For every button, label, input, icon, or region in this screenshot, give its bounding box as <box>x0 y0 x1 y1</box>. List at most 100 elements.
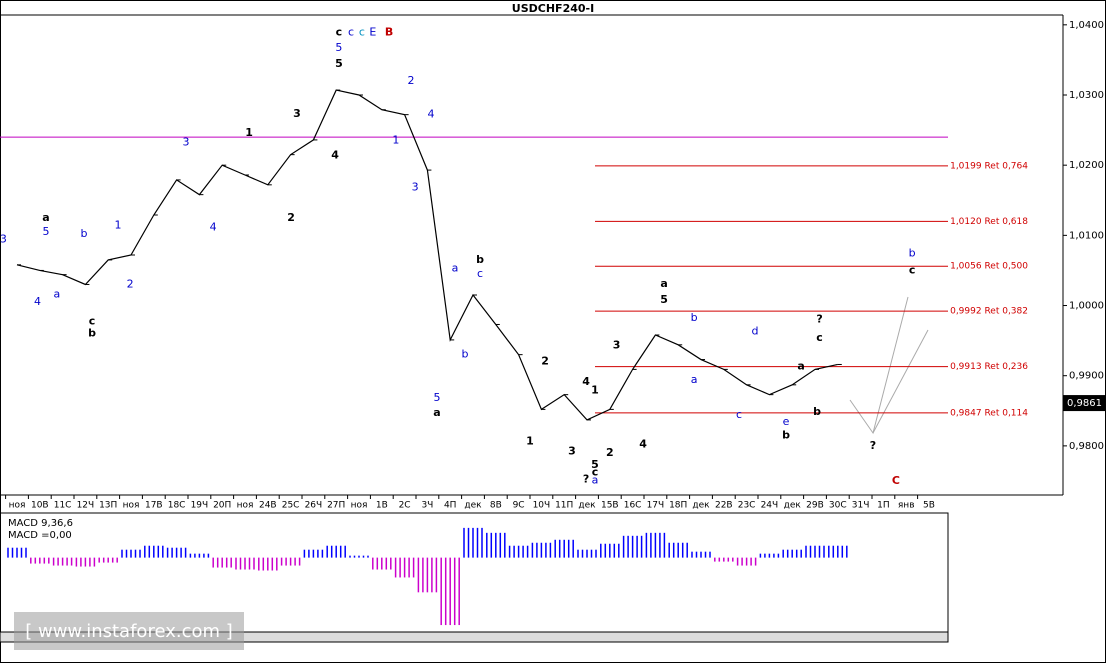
x-tick-label: 5В <box>923 501 935 511</box>
wave-label: c <box>909 263 916 276</box>
x-tick-label: 25С <box>282 501 300 511</box>
wave-label: a <box>452 261 459 274</box>
wave-label: b <box>782 428 790 441</box>
wave-label: a <box>691 373 698 386</box>
x-tick-label: 22В <box>715 501 733 511</box>
fib-label: 1,0056 Ret 0,500 <box>950 262 1028 272</box>
wave-label: c <box>359 26 365 39</box>
wave-label: 3 <box>182 136 189 149</box>
wave-label: E <box>369 26 376 39</box>
wave-label: 4 <box>582 375 590 388</box>
fib-label: 0,9913 Ret 0,236 <box>950 362 1028 372</box>
wave-label: 4 <box>331 148 339 161</box>
macd-label: MACD 9,36,6 <box>8 518 73 529</box>
wave-label: 5 <box>335 57 343 70</box>
x-tick-label: 1П <box>877 501 890 511</box>
wave-label: c <box>336 26 343 39</box>
chart-title: USDCHF240-I <box>512 2 594 15</box>
wave-label: b <box>691 311 698 324</box>
x-tick-label: 1В <box>376 501 388 511</box>
wave-label: 3 <box>0 233 7 246</box>
wave-label: 4 <box>639 437 647 450</box>
wave-label: 1 <box>245 126 253 139</box>
x-tick-label: 29В <box>806 501 824 511</box>
x-tick-label: 3Ч <box>421 501 433 511</box>
y-tick-label: 1,0300 <box>1069 90 1104 101</box>
x-tick-label: дек <box>464 501 482 511</box>
wave-label: a <box>42 211 49 224</box>
x-tick-label: дек <box>692 501 710 511</box>
x-tick-label: дек <box>784 501 802 511</box>
x-tick-label: 4П <box>444 501 457 511</box>
x-tick-label: 10Ч <box>533 501 551 511</box>
wave-label: 3 <box>613 339 621 352</box>
x-tick-label: 17В <box>145 501 163 511</box>
wave-label: 1 <box>392 134 399 147</box>
wave-label: c <box>816 331 823 344</box>
wave-label: 5 <box>433 391 440 404</box>
wave-label: e <box>783 415 790 428</box>
wave-label: 4 <box>210 221 217 234</box>
x-tick-label: 15В <box>601 501 619 511</box>
wave-label: ? <box>583 473 589 486</box>
wave-label: 2 <box>407 74 414 87</box>
x-tick-label: 24Ч <box>761 501 779 511</box>
wave-label: b <box>462 348 469 361</box>
wave-label: d <box>752 324 759 337</box>
wave-label: 1 <box>115 219 122 232</box>
wave-label: b <box>909 247 916 260</box>
x-tick-label: 31Ч <box>852 501 870 511</box>
wave-label: ? <box>870 439 876 452</box>
wave-label: 5 <box>591 458 599 471</box>
wave-label: b <box>81 227 88 240</box>
x-tick-label: 30С <box>829 501 847 511</box>
x-tick-label: ноя <box>123 501 140 511</box>
x-tick-label: 27П <box>327 501 345 511</box>
watermark: [ www.instaforex.com ] <box>25 621 233 642</box>
scroll-strip <box>0 631 949 643</box>
x-tick-label: 11П <box>555 501 573 511</box>
y-tick-label: 1,0100 <box>1069 230 1104 241</box>
wave-label: c <box>89 315 96 328</box>
wave-label: B <box>385 26 393 39</box>
wave-label: ? <box>816 313 822 326</box>
x-tick-label: ноя <box>237 501 254 511</box>
fib-label: 1,0120 Ret 0,618 <box>950 217 1028 227</box>
wave-label: 4 <box>428 108 435 121</box>
wave-label: 4 <box>34 295 41 308</box>
wave-label: b <box>476 253 484 266</box>
wave-label: 2 <box>127 277 134 290</box>
y-tick-label: 1,0000 <box>1069 301 1104 312</box>
macd-value-label: MACD =0,00 <box>8 530 72 541</box>
x-tick-label: 17Ч <box>647 501 665 511</box>
wave-label: c <box>348 26 354 39</box>
fib-label: 0,9992 Ret 0,382 <box>950 307 1028 317</box>
wave-label: 2 <box>287 211 295 224</box>
x-tick-label: янв <box>898 501 915 511</box>
x-tick-label: дек <box>578 501 596 511</box>
y-tick-label: 1,0400 <box>1069 20 1104 31</box>
y-tick-label: 0,9900 <box>1069 371 1104 382</box>
forecast-line <box>872 329 929 434</box>
wave-label: 3 <box>412 181 419 194</box>
last-price-box <box>1063 395 1106 412</box>
wave-label: b <box>813 405 821 418</box>
wave-label: 3 <box>293 107 301 120</box>
wave-label: a <box>592 473 599 486</box>
x-tick-label: 18С <box>168 501 186 511</box>
watermark-box <box>14 612 244 650</box>
wave-label: 5 <box>42 225 49 238</box>
wave-label: 1 <box>591 383 599 396</box>
x-tick-label: 19Ч <box>191 501 209 511</box>
x-tick-label: 9С <box>513 501 525 511</box>
x-tick-label: 26Ч <box>305 501 323 511</box>
x-tick-label: 10В <box>31 501 49 511</box>
x-tick-label: 2С <box>399 501 411 511</box>
wave-label: a <box>433 406 440 419</box>
wave-label: c <box>736 408 742 421</box>
x-tick-label: 13П <box>99 501 117 511</box>
x-tick-label: 24В <box>259 501 277 511</box>
wave-label: 3 <box>568 444 576 457</box>
